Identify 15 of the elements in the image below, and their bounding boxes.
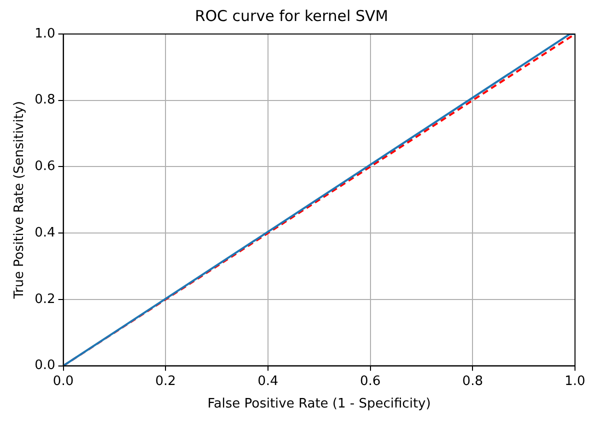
y-axis-title: True Positive Rate (Sensitivity) bbox=[12, 101, 28, 300]
x-tick-label: 1.0 bbox=[564, 374, 586, 389]
y-tick-label: 0.0 bbox=[34, 358, 56, 374]
y-tick-label: 0.8 bbox=[34, 92, 56, 108]
x-tick-label: 0.2 bbox=[155, 374, 176, 389]
y-tick-label: 0.2 bbox=[34, 292, 56, 307]
y-tick-label: 0.6 bbox=[34, 159, 56, 174]
x-tick-label: 0.0 bbox=[52, 374, 74, 389]
x-tick-label: 0.4 bbox=[258, 374, 278, 389]
x-axis-title: False Positive Rate (1 - Specificity) bbox=[207, 396, 431, 412]
x-tick-label: 0.8 bbox=[462, 374, 483, 389]
x-tick-label: 0.6 bbox=[360, 374, 381, 389]
y-tick-label: 0.4 bbox=[34, 225, 56, 240]
y-tick-label: 1.0 bbox=[34, 26, 56, 42]
chart-title: ROC curve for kernel SVM bbox=[194, 6, 388, 25]
